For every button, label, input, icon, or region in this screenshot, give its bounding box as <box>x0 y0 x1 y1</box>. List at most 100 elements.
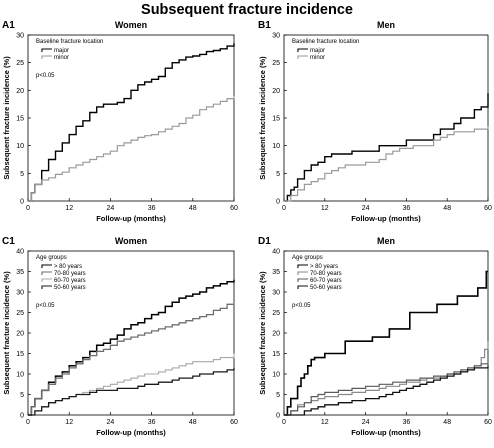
y-tick-label: 25 <box>272 310 280 317</box>
legend-swatch <box>297 285 308 289</box>
legend-swatch <box>297 278 308 282</box>
y-tick-label: 30 <box>272 290 280 297</box>
x-tick-label: 0 <box>282 419 286 426</box>
legend-swatch <box>297 264 308 268</box>
series-line <box>28 279 235 416</box>
x-tick-label: 48 <box>189 205 197 212</box>
x-tick-label: 60 <box>484 419 492 426</box>
x-tick-label: 36 <box>148 205 156 212</box>
y-tick-label: 20 <box>272 88 280 95</box>
y-tick-label: 10 <box>272 372 280 379</box>
legend-swatch <box>41 271 52 275</box>
legend-entry: > 80 years <box>54 264 82 270</box>
legend-title: Baseline fracture location <box>292 39 359 45</box>
p-value-note: p<0.05 <box>292 303 311 309</box>
legend-swatch <box>297 48 308 52</box>
y-tick-label: 5 <box>276 392 280 399</box>
chart-panel-c1: C1 Women 0 5 10 15 20 25 30 35 40 0 12 24 36 48 60 Follow… <box>2 236 238 437</box>
y-tick-label: 40 <box>272 249 280 256</box>
y-tick-label: 25 <box>272 60 280 67</box>
legend-swatch <box>41 264 52 268</box>
x-tick-label: 0 <box>26 419 30 426</box>
y-tick-label: 5 <box>20 392 24 399</box>
y-tick-label: 10 <box>16 143 24 150</box>
x-tick-label: 12 <box>65 419 73 426</box>
legend-entry: 70-80 years <box>310 271 342 277</box>
x-axis-label: Follow-up (months) <box>351 214 421 223</box>
legend-entry: minor <box>54 55 69 61</box>
y-tick-label: 10 <box>272 143 280 150</box>
panel-title: Men <box>377 20 395 30</box>
legend-entry: > 80 years <box>310 264 338 270</box>
legend-title: Age groups <box>36 255 67 261</box>
x-axis-label: Follow-up (months) <box>351 428 421 437</box>
legend-entry: 60-70 years <box>54 278 86 284</box>
legend-swatch <box>41 285 52 289</box>
y-axis-label: Subsequent fracture incidence (%) <box>2 56 11 180</box>
y-tick-label: 15 <box>16 116 24 123</box>
y-tick-label: 20 <box>16 88 24 95</box>
x-tick-label: 12 <box>321 205 329 212</box>
legend-entry: 50-60 years <box>54 285 86 291</box>
y-tick-label: 20 <box>16 331 24 338</box>
p-value-note: p<0.05 <box>36 303 55 309</box>
y-tick-label: 15 <box>272 351 280 358</box>
y-tick-label: 0 <box>20 413 24 420</box>
legend-swatch <box>41 55 52 59</box>
legend-entry: major <box>54 48 69 54</box>
series-line <box>284 365 489 416</box>
x-tick-label: 36 <box>403 205 411 212</box>
legend-swatch <box>297 55 308 59</box>
y-tick-label: 5 <box>20 171 24 178</box>
chart-panel-a1: A1 Women 0 5 10 15 20 25 30 0 12 24 36 48 60 Follow-up … <box>2 20 238 223</box>
y-tick-label: 40 <box>16 249 24 256</box>
panel-label: B1 <box>258 20 271 31</box>
x-tick-label: 0 <box>282 205 286 212</box>
y-axis-label: Subsequent fracture incidence (%) <box>2 271 11 395</box>
x-tick-label: 48 <box>443 419 451 426</box>
y-axis-label: Subsequent fracture incidence (%) <box>258 271 267 395</box>
y-tick-label: 30 <box>16 33 24 40</box>
y-tick-label: 0 <box>276 199 280 206</box>
legend-swatch <box>41 48 52 52</box>
x-axis-label: Follow-up (months) <box>96 214 166 223</box>
x-tick-label: 24 <box>107 419 115 426</box>
x-axis-label: Follow-up (months) <box>96 428 166 437</box>
x-tick-label: 60 <box>484 205 492 212</box>
x-tick-label: 48 <box>189 419 197 426</box>
panel-label: C1 <box>2 236 15 247</box>
panel-label: D1 <box>258 236 271 247</box>
series-line <box>28 367 235 416</box>
x-tick-label: 60 <box>230 419 238 426</box>
y-tick-label: 25 <box>16 60 24 67</box>
y-tick-label: 25 <box>16 310 24 317</box>
x-tick-label: 36 <box>403 419 411 426</box>
legend-swatch <box>297 271 308 275</box>
y-tick-label: 15 <box>16 351 24 358</box>
legend-entry: minor <box>310 55 325 61</box>
y-tick-label: 5 <box>276 171 280 178</box>
series-line <box>284 341 489 416</box>
x-tick-label: 12 <box>321 419 329 426</box>
legend-entry: major <box>310 48 325 54</box>
y-tick-label: 10 <box>16 372 24 379</box>
legend-swatch <box>41 278 52 282</box>
y-tick-label: 30 <box>272 33 280 40</box>
panel-title: Women <box>115 236 147 246</box>
x-tick-label: 12 <box>65 205 73 212</box>
y-tick-label: 15 <box>272 116 280 123</box>
y-tick-label: 0 <box>20 199 24 206</box>
y-tick-label: 30 <box>16 290 24 297</box>
y-axis-label: Subsequent fracture incidence (%) <box>258 56 267 180</box>
legend-title: Baseline fracture location <box>36 39 103 45</box>
series-line <box>28 302 235 416</box>
x-tick-label: 36 <box>148 419 156 426</box>
series-line <box>284 93 489 202</box>
series-line <box>28 95 235 202</box>
legend-entry: 50-60 years <box>310 285 342 291</box>
panel-title: Men <box>377 236 395 246</box>
y-tick-label: 20 <box>272 331 280 338</box>
panel-title: Women <box>115 20 147 30</box>
series-line <box>284 270 488 416</box>
